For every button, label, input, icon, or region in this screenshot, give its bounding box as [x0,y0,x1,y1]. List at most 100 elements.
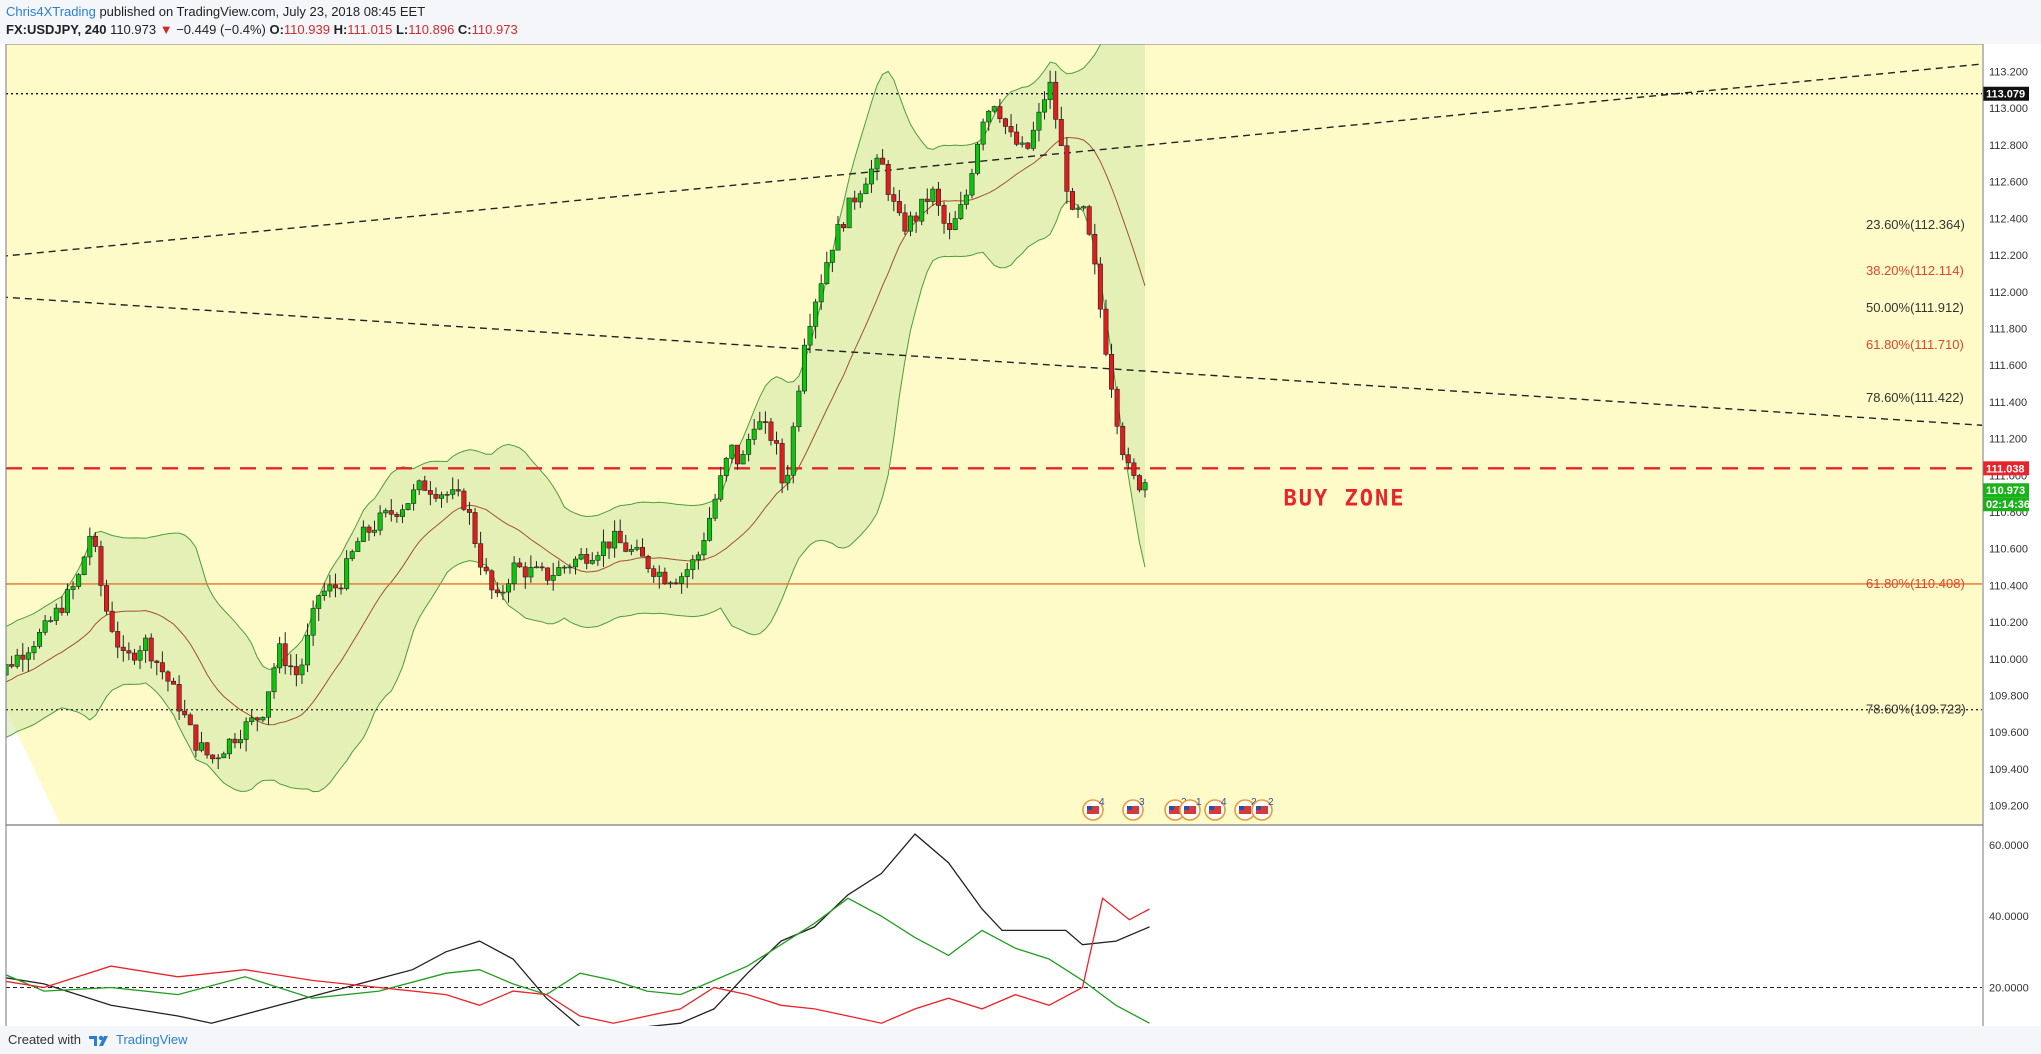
open-label: O: [269,22,284,37]
footer: Created with TradingView [0,1026,2041,1054]
candle-body-down [651,568,657,577]
buy-level-price-flag-bg [1983,461,2029,476]
candle-body-down [606,541,612,549]
candle [204,742,210,759]
candle-body-up [980,121,986,145]
candle-body-down [997,106,1003,120]
candle-body-down [109,610,115,632]
price-change: −0.449 (−0.4%) [176,22,266,37]
candle [171,677,177,685]
candle-body-down [171,680,177,685]
symbol-label: FX:USDJPY, 240 [6,22,107,37]
candle-body-up [712,498,718,519]
candle-body-up [757,421,763,430]
candle-body-down [98,546,104,586]
candle [578,548,584,561]
candle [1142,479,1148,498]
countdown-flag: 02:14:36 [1986,499,2030,511]
candle-body-down [193,724,199,751]
candle-body-down [539,566,545,569]
candle [991,105,997,114]
price-tick-label: 113.000 [1989,103,2028,115]
candle-body-down [20,654,26,660]
flag-canton-icon [1209,806,1214,810]
candle [941,201,947,234]
candle [556,560,562,577]
candle-body-up [450,489,456,495]
candle [327,574,333,598]
candle-body-down [489,570,495,591]
candle-body-down [1103,308,1109,355]
candle [935,181,941,216]
candle-body-down [388,510,394,515]
candle-body-up [1036,111,1042,131]
candle [411,483,417,511]
price-tick-label: 109.800 [1989,691,2029,703]
candle [846,197,852,229]
candle [930,186,936,207]
open-value: 110.939 [283,22,330,37]
flag-stripe-icon [1256,806,1268,814]
candle [176,675,182,721]
candle-body-down [1120,425,1126,456]
candle [165,670,171,692]
author-link[interactable]: Chris4XTrading [6,4,96,19]
candle-body-up [991,106,997,112]
candle-body-down [779,443,785,484]
candle-body-down [947,223,953,230]
candle-body-up [305,634,311,666]
candle [975,142,981,176]
candle-body-down [1086,206,1092,235]
candle-body-down [59,607,65,613]
fib-level-label: 23.60%(112.364) [1866,217,1965,232]
candle-body-up [42,620,48,633]
candle [902,204,908,235]
candle [321,582,327,601]
candle-body-down [1097,263,1103,310]
candle-body-down [1092,233,1098,265]
candle-body-down [182,710,188,716]
candle-body-down [366,526,372,533]
candle-body-up [829,249,835,263]
candle-body-up [198,742,204,751]
flag-canton-icon [1127,806,1132,810]
candle-body-down [254,717,260,721]
bollinger-band-fill [6,44,1145,792]
candle-body-up [221,753,227,759]
candle-body-down [288,665,294,668]
candle [818,274,824,311]
candle [405,503,411,511]
candle [1030,121,1036,151]
flag-canton-icon [1239,806,1244,810]
candle-body-down [662,571,668,585]
candle-body-up [595,555,601,561]
candle-body-up [963,194,969,205]
candle-body-down [640,547,646,557]
candle-body-up [796,390,802,428]
candle-body-down [204,742,210,756]
candle [628,544,634,556]
flag-canton-icon [1169,806,1174,810]
candle-body-up [37,631,43,647]
candle [919,198,925,226]
candle [461,488,467,512]
candle-body-down [880,157,886,165]
candle [115,621,121,659]
candle-body-down [734,444,740,465]
candle-body-down [902,212,908,232]
chart-area[interactable]: 109.200 109.400 109.600 109.800 110.000 110.2… [0,44,2041,1026]
event-count: 3 [1139,797,1145,808]
candle [1008,114,1014,138]
candle [584,548,590,570]
candle-body-up [70,586,76,590]
candle [238,729,244,749]
candle [908,211,914,237]
candle [841,222,847,232]
candle [383,508,389,518]
tradingview-logo-icon [89,1035,108,1046]
candle [187,712,193,726]
candle [1019,136,1025,148]
tradingview-link[interactable]: TradingView [116,1032,188,1047]
candle [104,579,110,615]
candle [355,537,361,552]
